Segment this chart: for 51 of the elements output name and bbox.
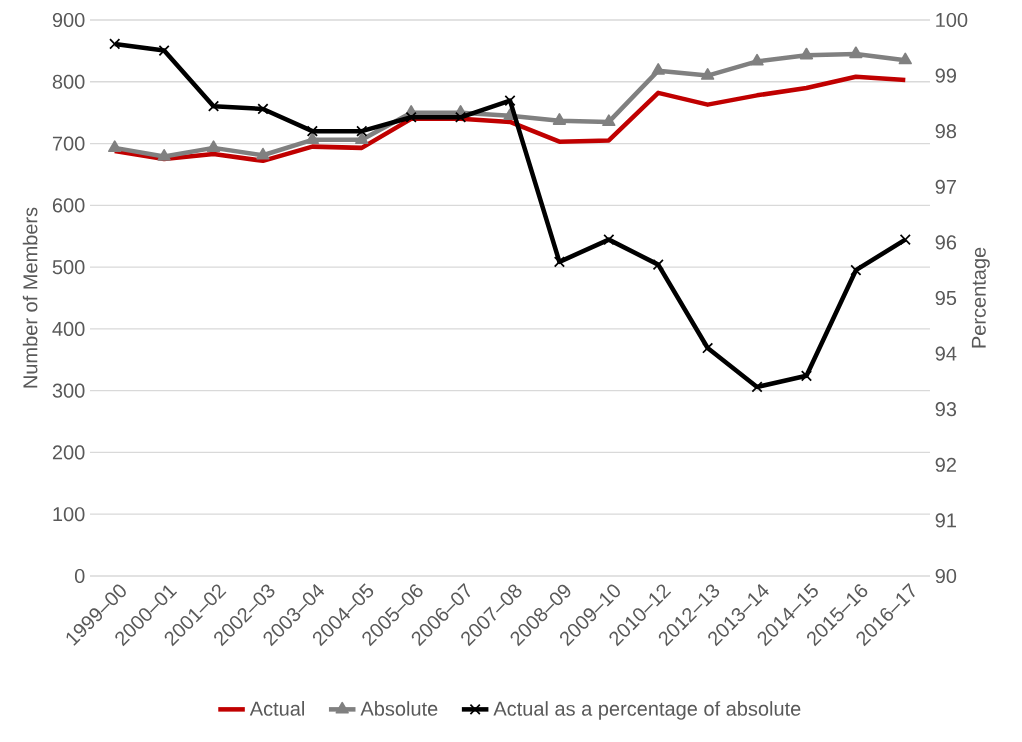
y2-tick-label: 92 <box>935 457 956 472</box>
y2-tick-label: 90 <box>935 568 957 584</box>
point <box>751 381 763 393</box>
y2-tick-label: 93 <box>935 402 957 417</box>
point <box>109 38 121 50</box>
point <box>256 147 270 160</box>
point <box>603 234 615 245</box>
y2-axis-title: Percentage <box>971 247 990 348</box>
y-axis-title: Number of Members <box>22 207 38 388</box>
y2-tick-label: 97 <box>935 179 956 194</box>
y-tick-label: 300 <box>52 383 85 398</box>
y-tick-label: 500 <box>52 260 85 275</box>
y2-tick-label: 100 <box>936 12 968 28</box>
y-tick-label: 800 <box>52 74 85 89</box>
y-tick-label: 200 <box>52 445 85 460</box>
y-tick-label: 700 <box>52 136 85 151</box>
point <box>898 52 912 65</box>
legend-label: Absolute <box>360 701 438 716</box>
legend-label: Actual <box>249 701 304 716</box>
y2-tick-label: 95 <box>935 290 957 306</box>
point <box>799 47 814 60</box>
point <box>701 68 715 80</box>
point <box>307 125 318 137</box>
point <box>157 148 171 161</box>
y-tick-label: 600 <box>52 198 85 213</box>
point <box>651 63 665 75</box>
point <box>652 259 664 270</box>
y-tick-label: 900 <box>52 12 85 28</box>
point <box>602 114 616 127</box>
y-tick-label: 400 <box>52 321 85 336</box>
point <box>355 132 369 145</box>
point <box>305 132 319 145</box>
point <box>356 125 368 137</box>
y2-tick-label: 94 <box>935 346 957 361</box>
point <box>850 264 862 276</box>
legend-label: Actual as a percentage of absolute <box>493 701 801 720</box>
point <box>899 234 911 245</box>
point <box>455 111 466 123</box>
y2-tick-label: 91 <box>935 513 956 528</box>
point <box>257 103 269 115</box>
y-tick-label: 100 <box>53 507 85 522</box>
point <box>108 140 122 153</box>
point <box>552 113 567 125</box>
y-tick-label: 0 <box>74 568 85 584</box>
point <box>206 140 221 153</box>
point <box>750 53 764 66</box>
y2-tick-label: 98 <box>935 124 957 139</box>
point <box>405 111 417 123</box>
y2-tick-label: 96 <box>935 235 957 250</box>
point <box>849 46 863 59</box>
y2-tick-label: 99 <box>935 68 956 83</box>
